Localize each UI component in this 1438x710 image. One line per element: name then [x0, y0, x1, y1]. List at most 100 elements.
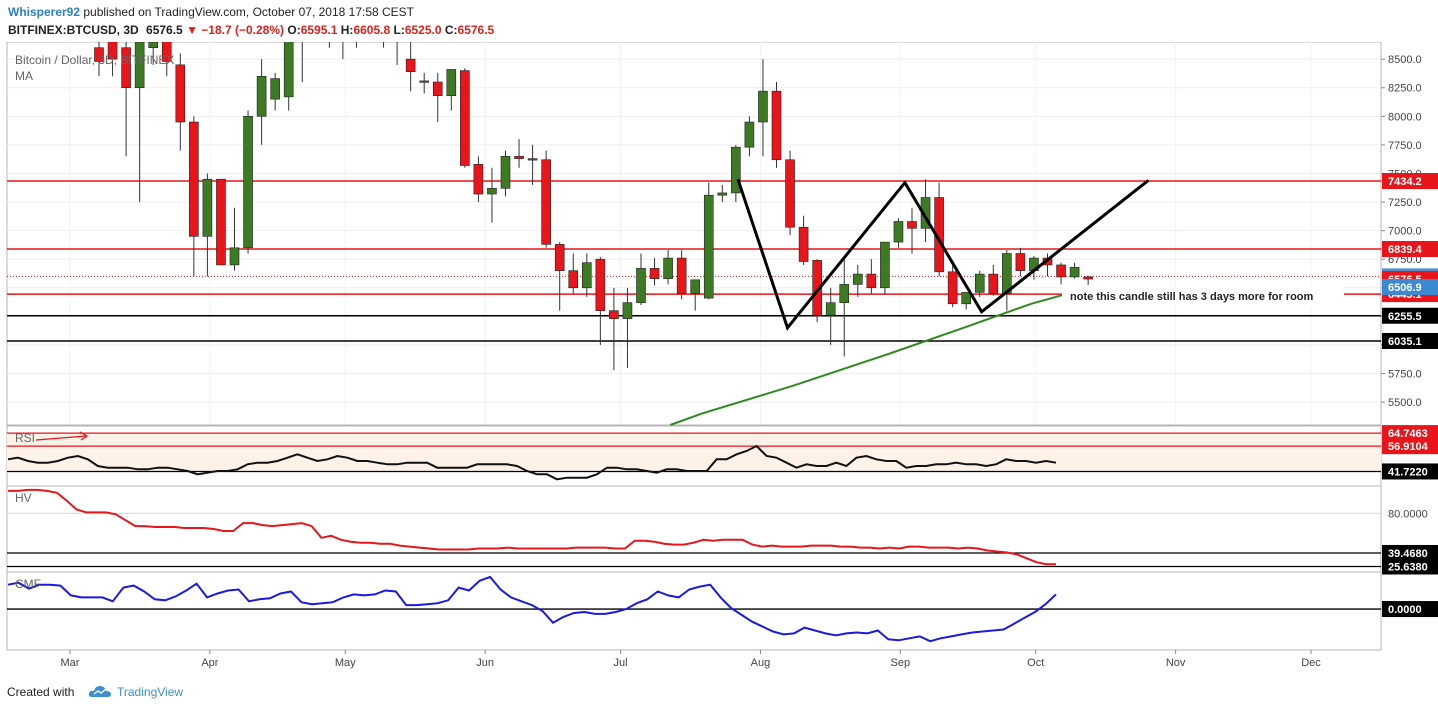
cmf-pane[interactable]: 0.0000 CMF: [6, 571, 1438, 651]
ohlc-line: BITFINEX:BTCUSD, 3D 6576.5 ▼ −18.7 (−0.2…: [8, 23, 494, 37]
candle-body: [663, 257, 673, 279]
candle-body: [595, 258, 606, 311]
note-box: [1062, 286, 1344, 306]
time-tick-label: Jul: [614, 657, 628, 669]
created-with-label: Created with: [7, 685, 75, 699]
candle-up: [446, 69, 457, 111]
candle-body: [1069, 266, 1080, 278]
candle-down: [161, 42, 172, 77]
level-tag-label: 6839.4: [1388, 244, 1423, 256]
candle-body: [961, 292, 972, 305]
time-axis[interactable]: Mar Apr May Jun Jul Aug Sep Oct Nov Dec: [7, 649, 1381, 669]
rsi-arrow-line: [35, 435, 87, 441]
trendline-drawing[interactable]: [736, 178, 1150, 331]
open-label: O:: [287, 23, 301, 37]
tradingview-link[interactable]: TradingView: [117, 685, 184, 699]
candle-body: [1056, 264, 1066, 278]
level-tag-label: 6255.5: [1388, 311, 1422, 323]
price-tag: [1382, 279, 1438, 296]
candle-down: [541, 150, 551, 248]
candle-body: [785, 159, 795, 228]
candle-body: [866, 273, 877, 289]
candle-body: [446, 69, 457, 97]
high-label: H:: [340, 23, 354, 37]
open-value: 6595.1: [300, 23, 338, 37]
candle-body: [229, 247, 240, 266]
price-pane[interactable]: Bitcoin / Dollar, 3D, BITFINEX MA note t…: [6, 42, 1438, 426]
author-link[interactable]: Whisperer92: [8, 5, 81, 19]
note-annotation[interactable]: note this candle still has 3 days more f…: [1062, 286, 1344, 306]
cmf-legend: CMF: [15, 577, 41, 591]
candle-body: [107, 42, 118, 60]
candle-up: [301, 42, 303, 83]
note-text: note this candle still has 3 days more f…: [1070, 291, 1314, 303]
hv-line: [8, 488, 1056, 566]
candle-down: [1056, 262, 1066, 285]
indicator-level-label: 41.7220: [1388, 466, 1428, 478]
time-tick-label: Jun: [476, 657, 494, 669]
indicator-level-tag: [1382, 544, 1438, 561]
candle-down: [107, 42, 118, 77]
hv-legend: HV: [15, 491, 32, 505]
candle-body: [880, 241, 890, 289]
candle-up: [663, 250, 673, 285]
candle-body: [161, 42, 172, 62]
candle-body: [568, 270, 579, 289]
chart-canvas[interactable]: Bitcoin / Dollar, 3D, BITFINEX MA note t…: [0, 42, 1438, 682]
cmf-frame: [6, 571, 1382, 651]
candle-body: [460, 70, 470, 166]
indicator-level-label: 0.0000: [1388, 604, 1422, 616]
price-tick-label: 7250.0: [1388, 197, 1422, 209]
candle-body: [94, 47, 104, 62]
candle-up: [825, 287, 836, 345]
candle-up: [396, 42, 398, 65]
candle-body: [1015, 253, 1026, 271]
tradingview-cloud-icon: [88, 686, 111, 697]
candle-down: [1083, 275, 1093, 285]
candle-up: [852, 264, 863, 297]
indicator-level-label: 25.6380: [1388, 561, 1428, 573]
trendline: [736, 178, 1150, 331]
high-value: 6605.8: [353, 23, 391, 37]
price-tick-label: 5750.0: [1388, 369, 1422, 381]
candle-down: [771, 82, 782, 168]
time-tick-label: Oct: [1027, 657, 1044, 669]
time-tick-label: Nov: [1166, 657, 1186, 669]
candle-body: [744, 121, 755, 148]
candle-down: [568, 253, 579, 294]
price-tick-label: 6750.0: [1388, 254, 1422, 266]
price-pane-frame: [6, 42, 1382, 426]
price-tick-label: 8000.0: [1388, 111, 1422, 123]
pane-title: Bitcoin / Dollar, 3D, BITFINEX: [15, 53, 174, 67]
candle-up: [270, 72, 280, 111]
time-tick-label: Sep: [891, 657, 911, 669]
candle-body: [256, 75, 267, 117]
candle-down: [432, 72, 443, 123]
candle-up: [839, 259, 850, 357]
price-axis[interactable]: 5500.05750.06000.06250.06500.06750.07000…: [1381, 54, 1438, 409]
indicator-level-tag: [1382, 438, 1438, 455]
candle-down: [121, 42, 131, 157]
chart-header: Whisperer92 published on TradingView.com…: [0, 0, 1438, 42]
candle-body: [121, 47, 131, 89]
candle-body: [514, 156, 524, 159]
arrow-icon: [79, 431, 89, 441]
candle-body: [731, 146, 741, 194]
price-tick-label: 8250.0: [1388, 83, 1422, 95]
candle-up: [283, 42, 294, 111]
candle-up: [581, 253, 592, 297]
indicator-level-label: 56.9104: [1388, 441, 1429, 453]
candles: [94, 42, 1093, 371]
candle-up: [500, 150, 511, 197]
candle-body: [771, 90, 782, 161]
candle-body: [690, 279, 701, 294]
candle-down: [609, 287, 619, 371]
symbol-label: BITFINEX:BTCUSD, 3D: [8, 23, 139, 37]
candle-up: [1069, 262, 1080, 279]
candle-up: [731, 144, 741, 203]
candle-body: [216, 178, 226, 266]
candle-body: [636, 268, 646, 303]
indicator-level-label: 39.4680: [1388, 548, 1428, 560]
